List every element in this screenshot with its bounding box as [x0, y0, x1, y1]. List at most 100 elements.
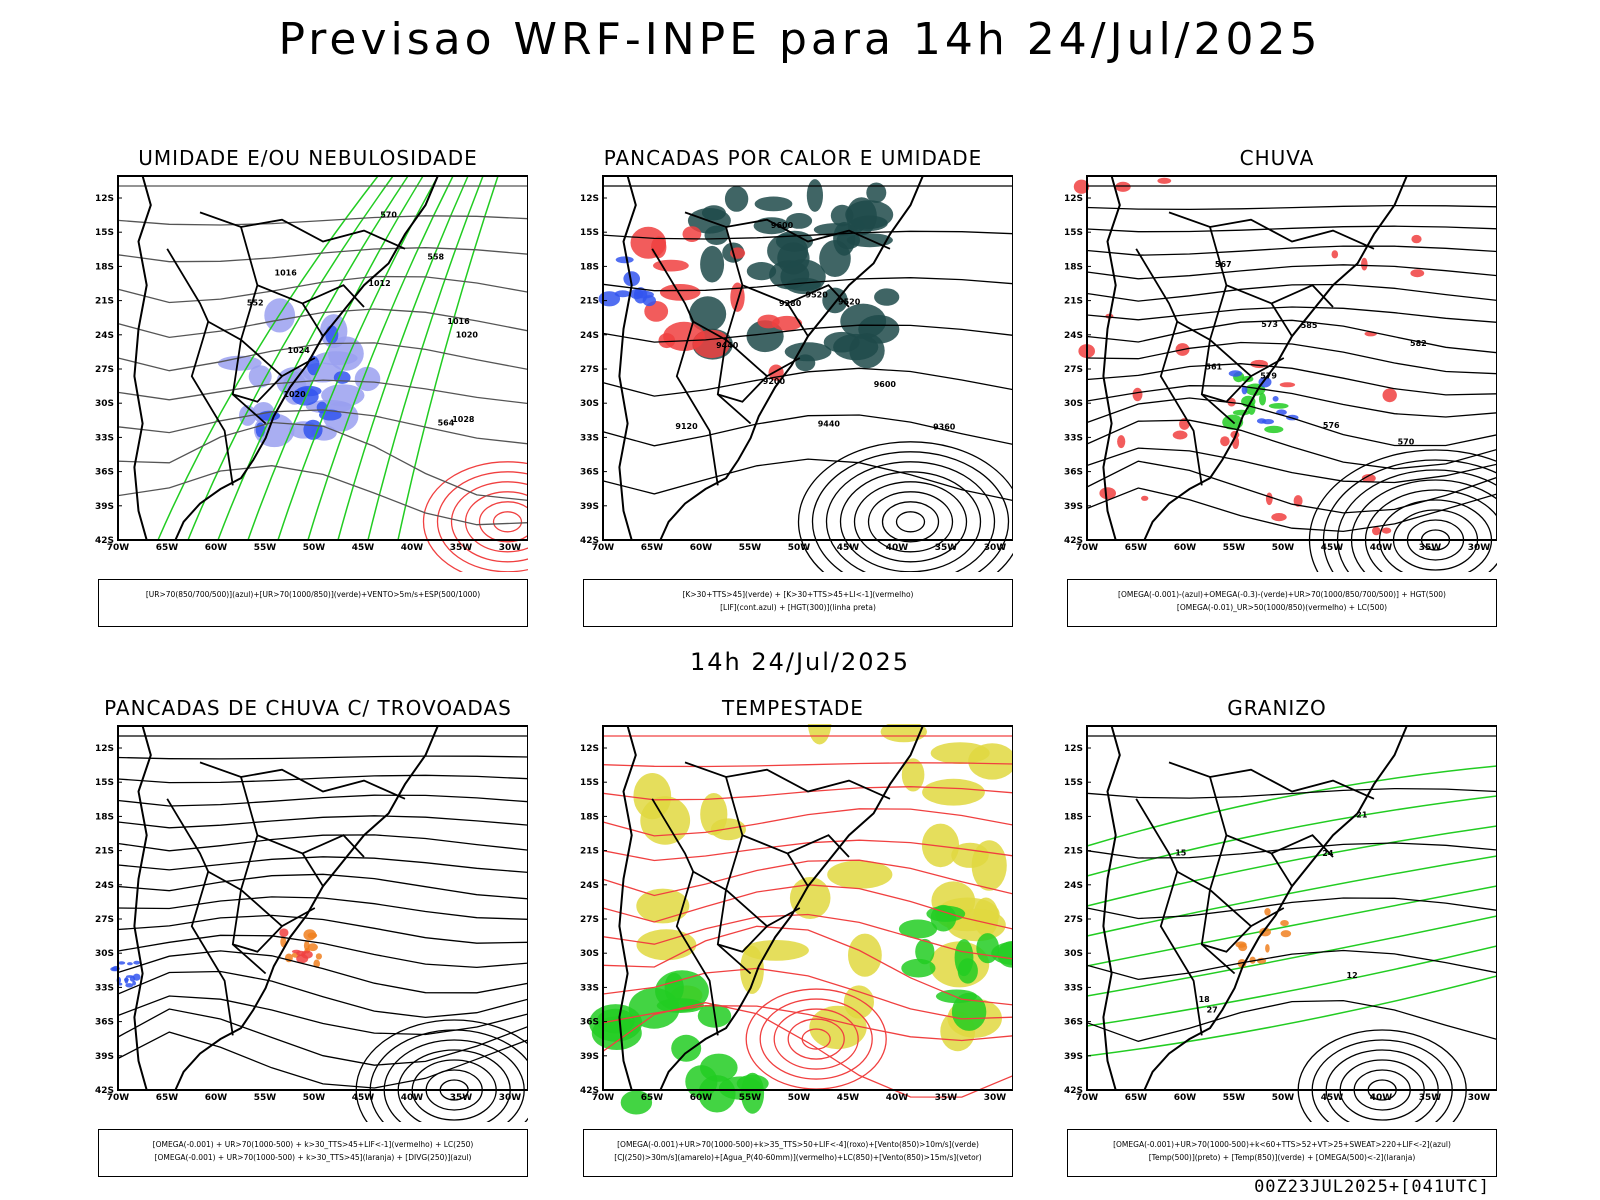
- contour-label: 558: [427, 253, 444, 262]
- streamline: [117, 409, 528, 445]
- streamline: [117, 995, 528, 1036]
- humidity-contour: [217, 175, 409, 541]
- shade-blob: [1410, 269, 1425, 278]
- isobar: [881, 501, 940, 543]
- streamline: [602, 762, 1013, 768]
- coastline-atlantic: [1143, 725, 1408, 1091]
- state-border: [786, 852, 809, 887]
- isobar: [867, 491, 954, 553]
- shade-blob: [1280, 920, 1289, 927]
- shade-blob: [1280, 930, 1292, 938]
- shade-blob: [133, 960, 141, 965]
- humidity-contour: [367, 175, 484, 541]
- state-border: [651, 248, 719, 486]
- state-border: [1168, 211, 1375, 250]
- lat-tick-label: 18S: [95, 812, 114, 822]
- contour-label: 1016: [447, 317, 470, 326]
- lat-tick-label: 15S: [580, 778, 599, 788]
- shade-blob: [771, 315, 803, 331]
- lon-tick-label: 30W: [1468, 543, 1491, 553]
- shade-blob: [118, 961, 126, 965]
- temp-contour: [1086, 945, 1497, 1027]
- streamline: [602, 458, 1013, 502]
- shade-blob: [629, 288, 644, 300]
- streamline: [1086, 397, 1497, 447]
- lon-tick-label: 35W: [1419, 543, 1442, 553]
- shade-blob: [954, 939, 974, 977]
- shade-blob: [1262, 419, 1274, 425]
- run-footer: 00Z23JUL2025+[041UTC]: [1254, 1177, 1490, 1197]
- streamline: [602, 367, 1013, 397]
- contour-label: 9440: [818, 419, 841, 428]
- streamline: [602, 839, 1013, 862]
- lon-tick-label: 45W: [352, 543, 375, 553]
- streamline: [117, 774, 528, 784]
- contour-label: 24: [1322, 849, 1334, 858]
- shade-blob: [700, 245, 725, 283]
- state-border: [1135, 248, 1203, 486]
- lat-tick-label: 12S: [580, 194, 599, 204]
- shade-blob: [664, 972, 684, 1003]
- shade-blob: [1372, 526, 1381, 536]
- lat-tick-label: 39S: [580, 502, 599, 512]
- isobar: [853, 481, 968, 563]
- lon-tick-label: 60W: [205, 1093, 228, 1103]
- lon-tick-label: 30W: [499, 543, 522, 553]
- lat-tick-label: 36S: [95, 1018, 114, 1028]
- green-dark-zone: [687, 179, 900, 372]
- lat-tick-label: 27S: [1064, 915, 1083, 925]
- lon-tick-label: 40W: [401, 1093, 424, 1103]
- shade-blob: [296, 385, 322, 397]
- streamline: [117, 873, 528, 900]
- streamline: [1086, 949, 1497, 981]
- shade-blob: [1331, 250, 1339, 259]
- lon-tick-label: 55W: [254, 1093, 277, 1103]
- lon-tick-label: 30W: [984, 1093, 1007, 1103]
- shade-blob: [333, 371, 351, 384]
- state-border: [717, 925, 768, 953]
- state-border: [1201, 375, 1252, 403]
- shade-blob: [1073, 179, 1090, 194]
- state-border: [692, 320, 752, 425]
- lon-tick-label: 40W: [886, 1093, 909, 1103]
- contour-label: 1020: [456, 331, 479, 340]
- contour-label: 582: [1410, 339, 1427, 348]
- shade-blob: [313, 959, 320, 968]
- lat-tick-label: 33S: [1064, 433, 1083, 443]
- lat-tick-label: 12S: [95, 194, 114, 204]
- lat-tick-label: 30S: [580, 399, 599, 409]
- legend-line: [K>30+TTS>45](verde) + [K>30+TTS>45+LI<-…: [682, 590, 914, 599]
- lat-tick-label: 39S: [1064, 502, 1083, 512]
- shade-blob: [724, 186, 749, 212]
- shade-blob: [780, 259, 826, 295]
- streamline: [602, 808, 1013, 837]
- lat-tick-label: 15S: [580, 228, 599, 238]
- contour-labels: 9600 9600 9520 9520 9440 9440 9360 9280 9200 9120: [675, 221, 955, 431]
- state-border: [232, 375, 283, 403]
- contour-label: 9200: [763, 377, 786, 386]
- geography: [133, 175, 439, 541]
- shade-blob: [1382, 388, 1397, 403]
- panel-title: UMIDADE E/OU NEBULOSIDADE: [138, 146, 478, 170]
- lat-tick-label: 36S: [1064, 1018, 1083, 1028]
- shade-blob: [968, 743, 1013, 780]
- temp-contour: [1086, 795, 1497, 877]
- lon-tick-label: 60W: [1174, 1093, 1197, 1103]
- shade-blob: [786, 213, 813, 229]
- lon-tick-label: 70W: [592, 543, 615, 553]
- lat-tick-label: 42S: [580, 1086, 599, 1096]
- streamline: [117, 275, 528, 304]
- shade-blob: [279, 928, 289, 937]
- contour-label: 576: [1323, 421, 1340, 430]
- lat-tick-label: 27S: [580, 365, 599, 375]
- coastline-atlantic: [659, 725, 924, 1091]
- panel-title: TEMPESTADE: [722, 696, 864, 720]
- lon-tick-label: 45W: [1321, 543, 1344, 553]
- lat-tick-label: 24S: [95, 331, 114, 341]
- shade-blob: [315, 953, 322, 960]
- shade-blob: [1264, 908, 1271, 916]
- lon-tick-label: 70W: [107, 543, 130, 553]
- streamline: [117, 794, 528, 807]
